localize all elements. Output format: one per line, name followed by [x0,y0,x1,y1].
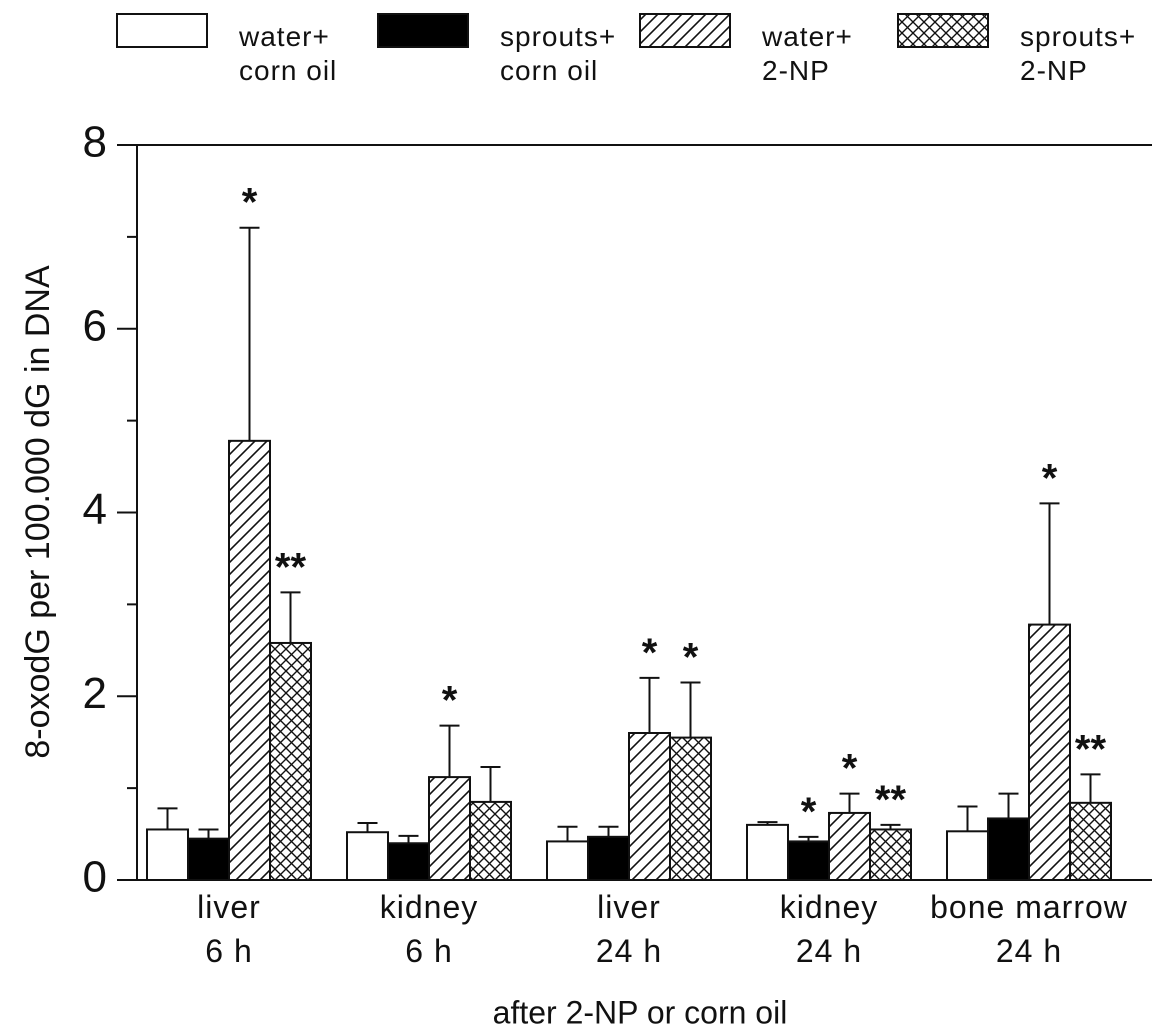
legend-swatch [639,13,731,48]
bar [187,837,230,881]
bar [469,800,512,881]
y-tick-label: 8 [83,118,107,167]
bar [1028,623,1071,882]
bar [946,830,989,882]
significance-label: ** [1075,727,1107,771]
legend-swatch [897,13,989,48]
x-tick-label: liver 6 h [197,889,261,969]
bar [628,732,671,881]
bar [746,823,789,881]
bar [269,641,312,882]
legend-label: water+ 2-NP [761,21,853,86]
bar [869,828,912,881]
bar [546,840,589,881]
x-tick-label: kidney 6 h [380,889,479,969]
y-tick-label: 4 [83,485,107,534]
bar [1069,801,1112,882]
bar [587,835,630,881]
y-tick-label: 2 [83,669,107,718]
legend-swatch [116,13,208,48]
legend-label: sprouts+ 2-NP [1020,21,1136,86]
x-tick-label: kidney 24 h [780,889,879,969]
bar [228,439,271,881]
bar [387,842,430,881]
legend-swatch [377,13,469,48]
bar [146,828,189,881]
significance-label: * [642,631,658,675]
x-tick-label: bone marrow 24 h [930,889,1128,969]
legend-label: water+ corn oil [238,21,337,86]
x-axis-label: after 2-NP or corn oil [493,994,788,1029]
legend-label: sprouts+ corn oil [500,21,616,86]
significance-label: ** [275,545,307,589]
bar [428,776,471,881]
significance-label: * [801,790,817,834]
x-tick-label: liver 24 h [596,889,662,969]
bar [987,817,1030,881]
significance-label: * [242,181,258,225]
significance-label: * [683,635,699,679]
bar [828,811,871,882]
bar [346,831,389,881]
bar [669,736,712,881]
significance-label: * [842,747,858,791]
significance-label: * [1042,456,1058,500]
y-axis-label: 8-oxodG per 100.000 dG in DNA [19,265,57,759]
y-tick-label: 0 [83,853,107,902]
significance-label: * [442,679,458,723]
bar [787,840,830,881]
y-tick-label: 6 [83,301,107,350]
significance-label: ** [875,778,907,822]
